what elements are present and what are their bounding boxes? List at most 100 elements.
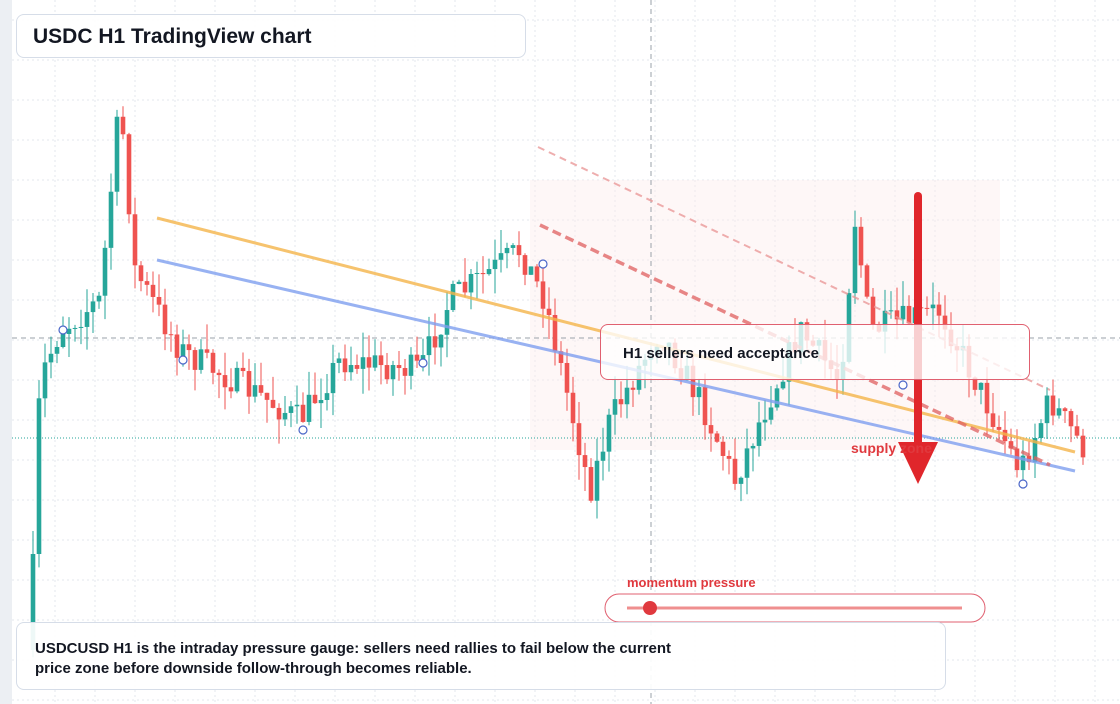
candle-body xyxy=(516,245,522,256)
candle-body xyxy=(228,387,234,392)
candle-body xyxy=(252,385,258,397)
candle-body xyxy=(192,350,198,370)
caption-box: USDCUSD H1 is the intraday pressure gaug… xyxy=(16,622,946,690)
candle-body xyxy=(294,404,300,407)
candle-body xyxy=(330,362,336,394)
candle-body xyxy=(456,281,462,284)
candle-body xyxy=(972,377,978,390)
candle-body xyxy=(114,116,120,192)
candle-body xyxy=(438,334,444,348)
candle-body xyxy=(1044,395,1050,424)
candle-body xyxy=(606,414,612,452)
candle-body xyxy=(264,392,270,400)
candle-body xyxy=(444,310,450,335)
candle-body xyxy=(102,247,108,296)
candle-body xyxy=(108,191,114,248)
candle-body xyxy=(612,399,618,415)
candle-body xyxy=(768,407,774,420)
candle-body xyxy=(774,388,780,408)
candle-body xyxy=(1020,455,1026,471)
candle-body xyxy=(504,247,510,254)
candle-body xyxy=(708,425,714,434)
candle-body xyxy=(42,362,48,399)
candle-body xyxy=(210,352,216,373)
candle-body xyxy=(420,355,426,361)
candle-body xyxy=(354,365,360,369)
candle-body xyxy=(492,259,498,270)
arrow-head xyxy=(898,442,938,484)
candle-body xyxy=(162,304,168,335)
candle-body xyxy=(270,399,276,408)
candle-body xyxy=(66,328,72,334)
chart-title: USDC H1 TradingView chart xyxy=(16,14,526,58)
candle-body xyxy=(630,387,636,390)
candle-body xyxy=(564,362,570,393)
candle-body xyxy=(390,365,396,380)
candle-body xyxy=(696,387,702,398)
candle-body xyxy=(486,269,492,275)
candle-body xyxy=(1080,435,1086,458)
candle-body xyxy=(288,406,294,413)
candle-body xyxy=(138,265,144,282)
candle-body xyxy=(618,399,624,405)
candle-body xyxy=(126,134,132,215)
candle-body xyxy=(372,355,378,368)
candle-body xyxy=(726,455,732,459)
candle-body xyxy=(936,304,942,316)
candle-body xyxy=(408,354,414,376)
candle-body xyxy=(234,367,240,392)
candle-body xyxy=(348,365,354,373)
candle-body xyxy=(60,333,66,348)
annotation-box[interactable]: H1 sellers need acceptance xyxy=(600,324,1030,380)
candle-body xyxy=(36,398,42,555)
candle-body xyxy=(996,426,1002,430)
candle-body xyxy=(522,255,528,275)
candle-body xyxy=(576,423,582,456)
pivot-marker xyxy=(1018,479,1028,489)
candle-body xyxy=(690,365,696,398)
candle-body xyxy=(588,467,594,501)
candle-body xyxy=(558,351,564,363)
candle-body xyxy=(30,554,36,650)
candle-body xyxy=(366,357,372,368)
candle-body xyxy=(306,394,312,422)
candle-body xyxy=(582,455,588,468)
candle-body xyxy=(54,347,60,354)
candle-body xyxy=(426,336,432,356)
candle-body xyxy=(756,422,762,446)
candle-body xyxy=(258,385,264,393)
candle-body xyxy=(174,334,180,358)
candle-body xyxy=(300,404,306,422)
candle-body xyxy=(942,315,948,330)
candle-body xyxy=(702,387,708,426)
candle-body xyxy=(240,367,246,372)
candle-body xyxy=(888,310,894,312)
candle-body xyxy=(324,393,330,400)
candle-body xyxy=(540,281,546,309)
candle-body xyxy=(720,441,726,456)
gauge-knob xyxy=(643,601,657,615)
candle-body xyxy=(732,458,738,484)
candle-body xyxy=(600,451,606,461)
candle-body xyxy=(282,412,288,420)
candle-body xyxy=(1062,408,1068,412)
candle-body xyxy=(1056,408,1062,416)
candle-body xyxy=(624,387,630,405)
candle-body xyxy=(72,327,78,329)
candle-body xyxy=(906,305,912,324)
candle-body xyxy=(168,334,174,336)
pivot-marker xyxy=(58,325,68,335)
candle-body xyxy=(762,419,768,423)
candle-body xyxy=(462,281,468,293)
candle-body xyxy=(474,273,480,275)
candle-body xyxy=(198,349,204,370)
candle-body xyxy=(96,295,102,302)
candle-body xyxy=(180,344,186,358)
candle-body xyxy=(924,307,930,309)
candle-body xyxy=(342,358,348,373)
candle-body xyxy=(1068,411,1074,427)
candle-body xyxy=(276,407,282,420)
candle-body xyxy=(864,265,870,297)
candle-body xyxy=(468,274,474,293)
